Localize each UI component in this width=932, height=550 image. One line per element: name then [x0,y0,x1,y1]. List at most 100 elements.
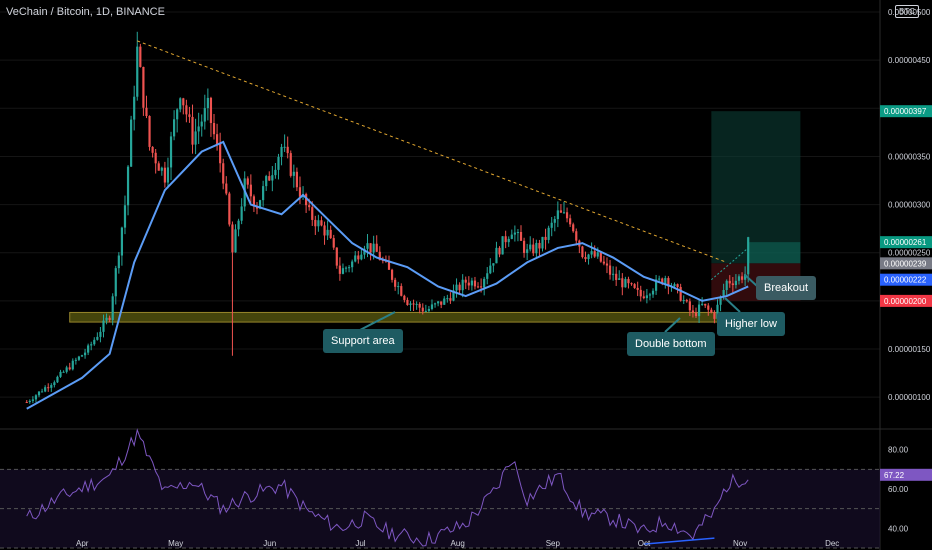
candle [430,299,434,311]
candle [547,225,550,244]
candle [467,276,470,291]
candle [338,257,341,281]
candle [387,255,391,270]
candle [206,88,209,121]
candle [191,104,194,154]
candle [145,95,148,119]
candle [354,251,357,263]
candle [639,285,642,302]
candle [369,243,372,261]
price-label: 0.00000261 [880,236,932,249]
candle [489,258,492,275]
price-tick: 0.00000250 [888,249,931,258]
candle [648,292,652,301]
candle [731,277,734,293]
candle [470,277,473,291]
candle [740,272,744,284]
price-tick: 0.00000150 [888,345,931,354]
currency-badge[interactable]: BTC [895,5,919,18]
time-tick: Aug [451,539,465,548]
candle [747,236,750,283]
candle [694,307,698,319]
candle [725,279,728,297]
candle [130,115,133,167]
candle [154,148,157,174]
candle [526,243,529,261]
candle [133,85,136,131]
candle [483,276,486,296]
candle [228,191,231,227]
candle [126,165,130,216]
candle [704,303,707,308]
candle [234,224,237,253]
time-tick: Nov [733,539,747,548]
candle [142,66,145,116]
candle [458,282,461,294]
candle [93,337,96,346]
candle [96,332,99,341]
candle [440,301,443,309]
candle [50,383,53,392]
candle [117,252,120,274]
candle [237,218,240,237]
candle [593,245,596,258]
candle [461,274,464,298]
candle [412,299,415,312]
candle [212,114,216,140]
candle [532,238,535,257]
candle [691,304,695,318]
candle [188,106,191,123]
candle [504,230,507,249]
candle [305,192,308,214]
candle [569,214,572,227]
candle [222,158,225,190]
candle [658,275,661,282]
candle [231,221,234,356]
ema-line [26,140,749,410]
candle [139,43,142,68]
candle [559,204,563,214]
candle [728,275,731,288]
candle [62,370,65,373]
candle [535,239,538,257]
candle [151,146,154,158]
candle [323,221,326,245]
price-tick: 0.00000300 [888,201,931,210]
candle [449,292,452,304]
svg-text:0.00000397: 0.00000397 [884,107,927,116]
candle [538,239,541,258]
candle [375,235,378,252]
candle [197,112,200,144]
candle [437,300,440,307]
rsi-divergence-line [643,537,715,545]
candle [418,302,421,314]
candle [169,131,173,181]
candle [403,294,406,303]
svg-text:0.00000239: 0.00000239 [884,259,927,268]
svg-text:0.00000222: 0.00000222 [884,276,927,285]
support-pointer [359,311,396,331]
candle [111,293,114,326]
candle [120,226,124,266]
double-bottom-label: Double bottom [627,332,715,356]
candle [252,194,256,212]
price-tick: 0.00000500 [888,8,931,17]
candle [651,288,655,298]
candle [443,296,446,305]
candle [584,251,587,263]
candle [173,110,176,141]
candle [182,97,185,115]
candle [289,150,292,178]
candle [225,176,228,196]
price-label: 0.00000239 [880,257,932,270]
candle [630,282,633,286]
candle [553,215,556,232]
candle [200,114,203,137]
candle [108,315,111,323]
candle [522,237,526,258]
candle [390,268,394,283]
candle [209,96,213,137]
candle [633,283,636,289]
time-tick: May [168,539,183,548]
candle [621,273,624,296]
